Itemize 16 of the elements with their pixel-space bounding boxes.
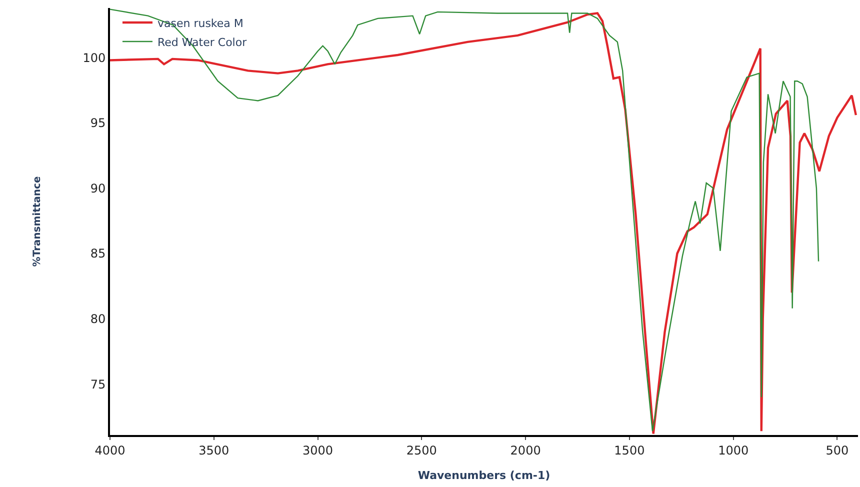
x-tick-label: 2500 [406,443,437,458]
y-tick-label: 75 [90,377,106,392]
x-tick-label: 1500 [614,443,645,458]
x-tick-label: 2000 [510,443,541,458]
x-tick-label: 4000 [94,443,126,458]
x-tick-label: 3000 [302,443,334,458]
y-tick-label: 85 [90,246,106,261]
y-tick-label: 100 [82,50,106,65]
y-tick-label: 90 [90,181,106,196]
x-tick-label: 3500 [198,443,230,458]
x-tick-label: 1000 [718,443,749,458]
x-tick-label: 500 [826,443,849,458]
x-axis-title: Wavenumbers (cm-1) [418,469,550,482]
y-tick-label: 95 [90,116,106,130]
y-axis-title: %Transmittance [32,176,44,267]
y-tick-label: 80 [90,312,106,326]
